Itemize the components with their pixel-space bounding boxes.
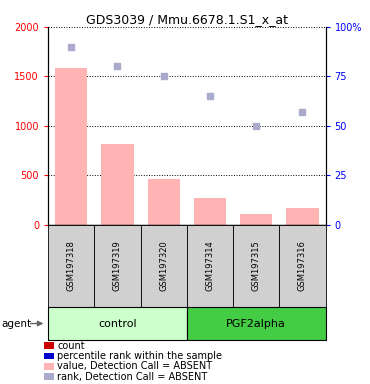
Text: GSM197314: GSM197314: [205, 240, 215, 291]
Bar: [48, 307, 187, 340]
Bar: [187, 225, 233, 307]
Text: agent: agent: [2, 318, 32, 329]
Point: [207, 93, 213, 99]
Point: [253, 123, 259, 129]
Point: [161, 73, 167, 79]
Text: PGF2alpha: PGF2alpha: [226, 318, 286, 329]
Bar: [240, 214, 272, 225]
Title: GDS3039 / Mmu.6678.1.S1_x_at: GDS3039 / Mmu.6678.1.S1_x_at: [86, 13, 288, 26]
Text: control: control: [98, 318, 137, 329]
Bar: [148, 179, 180, 225]
Bar: [94, 225, 141, 307]
Text: GSM197319: GSM197319: [113, 240, 122, 291]
Text: GSM197320: GSM197320: [159, 240, 168, 291]
Text: GSM197315: GSM197315: [252, 240, 261, 291]
Bar: [141, 225, 187, 307]
Bar: [279, 225, 326, 307]
Text: GSM197316: GSM197316: [298, 240, 307, 291]
Text: value, Detection Call = ABSENT: value, Detection Call = ABSENT: [57, 361, 212, 371]
Point: [300, 109, 306, 115]
Bar: [286, 208, 319, 225]
Point: [115, 63, 121, 70]
Text: count: count: [57, 341, 85, 351]
Bar: [101, 144, 134, 225]
Bar: [55, 68, 87, 225]
Text: percentile rank within the sample: percentile rank within the sample: [57, 351, 222, 361]
Text: GSM197318: GSM197318: [67, 240, 76, 291]
Point: [68, 44, 74, 50]
Bar: [194, 198, 226, 225]
Bar: [233, 225, 279, 307]
Text: rank, Detection Call = ABSENT: rank, Detection Call = ABSENT: [57, 372, 208, 382]
Bar: [187, 307, 326, 340]
Bar: [48, 225, 94, 307]
